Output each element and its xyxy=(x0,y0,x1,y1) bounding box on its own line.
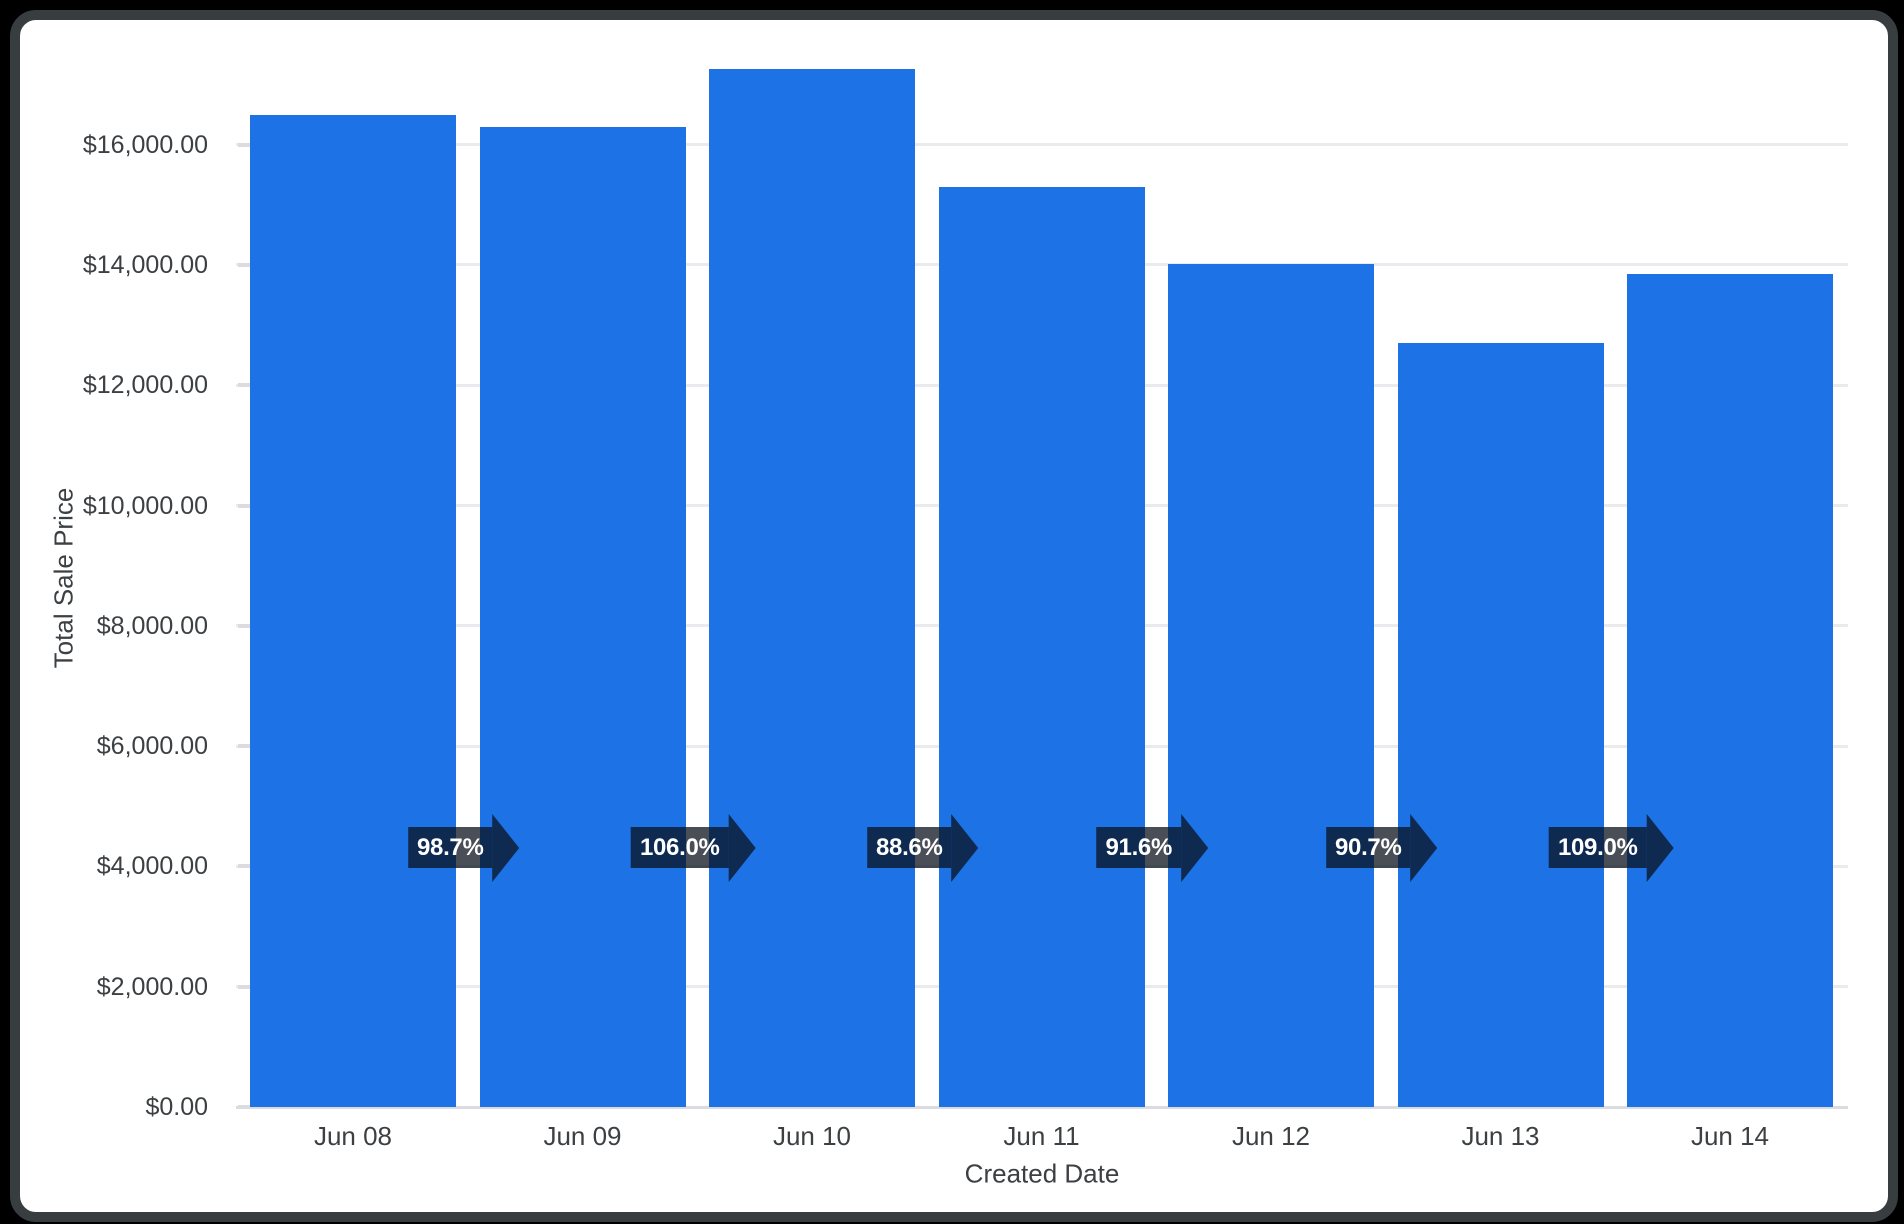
y-axis-tick-label: $10,000.00 xyxy=(82,491,208,520)
growth-arrow-label: 106.0% xyxy=(630,827,729,868)
growth-arrow-head-icon xyxy=(1410,813,1438,882)
growth-arrow-label: 90.7% xyxy=(1325,827,1411,868)
plot-area: Total Sale Price Created Date $0.00 $2,00… xyxy=(20,20,1888,1212)
bar-jun-08[interactable] xyxy=(250,114,456,1107)
growth-arrow: 109.0% xyxy=(1548,813,1674,882)
y-axis-tick xyxy=(238,864,252,869)
growth-arrow: 91.6% xyxy=(1096,813,1209,882)
y-axis-tick xyxy=(238,623,252,628)
y-axis-tick-label: $0.00 xyxy=(145,1093,208,1121)
growth-arrow-label: 88.6% xyxy=(866,827,952,868)
x-axis-title: Created Date xyxy=(964,1158,1120,1189)
x-axis-tick-label: Jun 10 xyxy=(772,1121,852,1151)
y-axis-tick-label: $16,000.00 xyxy=(82,130,208,159)
x-axis-baseline xyxy=(236,1105,1848,1109)
growth-arrow-head-icon xyxy=(1181,813,1209,882)
y-axis-tick-label: $6,000.00 xyxy=(96,732,208,761)
y-axis-tick xyxy=(238,1105,252,1109)
bar-jun-11[interactable] xyxy=(938,187,1145,1107)
growth-arrow: 90.7% xyxy=(1325,813,1438,882)
x-axis-tick-label: Jun 13 xyxy=(1461,1121,1540,1151)
x-axis-tick-label: Jun 08 xyxy=(313,1121,393,1151)
bar-jun-13[interactable] xyxy=(1397,342,1604,1107)
y-axis-tick xyxy=(238,142,252,147)
x-axis-tick-label: Jun 09 xyxy=(543,1121,622,1151)
y-axis-tick xyxy=(238,744,252,749)
y-axis-tick-label: $4,000.00 xyxy=(96,852,208,881)
y-axis-tick xyxy=(238,984,252,989)
x-axis-tick-label: Jun 11 xyxy=(1003,1121,1080,1151)
y-axis-tick-label: $12,000.00 xyxy=(82,371,208,400)
x-axis-tick-label: Jun 14 xyxy=(1690,1121,1770,1151)
y-axis-tick-label: $8,000.00 xyxy=(96,611,208,640)
growth-arrow-label: 98.7% xyxy=(407,827,493,868)
bar-jun-12[interactable] xyxy=(1168,264,1374,1107)
x-axis-tick-label: Jun 12 xyxy=(1231,1121,1311,1151)
y-axis-tick-label: $14,000.00 xyxy=(82,250,208,279)
bar-jun-09[interactable] xyxy=(479,127,686,1107)
growth-arrow-head-icon xyxy=(951,813,979,882)
growth-arrow-head-icon xyxy=(1646,813,1674,882)
gridline xyxy=(236,143,1848,147)
y-axis-tick xyxy=(238,503,252,508)
growth-arrow: 88.6% xyxy=(866,813,979,882)
y-axis-tick-label: $2,000.00 xyxy=(96,972,208,1001)
chart-card: Total Sale Price Created Date $0.00 $2,00… xyxy=(10,10,1898,1222)
growth-arrow-label: 91.6% xyxy=(1096,827,1182,868)
growth-arrow-head-icon xyxy=(492,813,520,882)
growth-arrow-label: 109.0% xyxy=(1548,827,1647,868)
bar-jun-10[interactable] xyxy=(709,68,915,1107)
growth-arrow: 98.7% xyxy=(407,813,520,882)
bar-jun-14[interactable] xyxy=(1627,273,1833,1107)
y-axis-tick xyxy=(238,262,252,267)
growth-arrow: 106.0% xyxy=(630,813,756,882)
y-axis-tick xyxy=(238,383,252,388)
growth-arrow-head-icon xyxy=(728,813,756,882)
